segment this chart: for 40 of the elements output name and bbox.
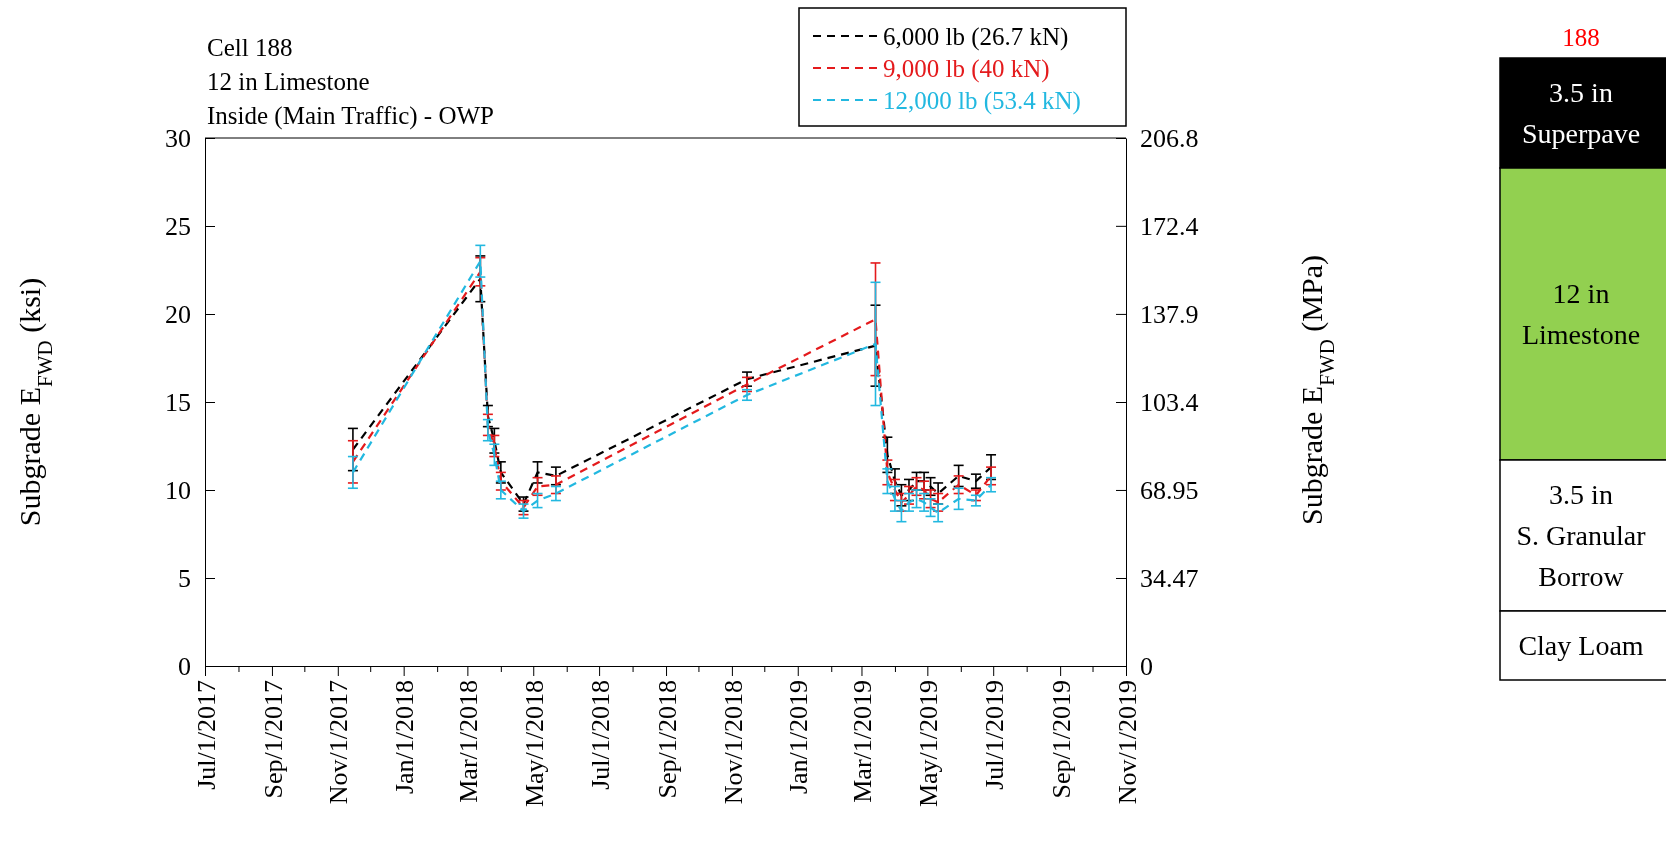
chart-subtitle: 12 in Limestone	[207, 68, 370, 95]
y2-tick-label: 34.47	[1140, 563, 1199, 593]
y-tick-label: 15	[165, 387, 191, 417]
x-tick-label: Jul/1/2019	[979, 680, 1009, 790]
x-tick-label: Sep/1/2019	[1046, 680, 1076, 799]
x-tick-label: Nov/1/2018	[718, 680, 748, 805]
category-label: 12 in Limestone	[1521, 277, 1641, 350]
x-tick-label: Mar/1/2019	[848, 680, 878, 803]
y-tick-label: 10	[165, 475, 191, 505]
x-tick-label: Nov/1/2019	[1112, 680, 1142, 805]
x-tick-label: Sep/1/2017	[258, 680, 288, 799]
category-label: 3.5 in Superpave	[1521, 76, 1641, 149]
x-tick-label: Jul/1/2017	[191, 680, 221, 790]
chart-title: Cell 188	[207, 34, 293, 61]
x-tick-label: Mar/1/2018	[453, 680, 483, 803]
y-tick-label: 5	[178, 563, 191, 593]
x-tick-label: Jan/1/2018	[390, 680, 420, 795]
category-label: 3.5 in S. Granular Borrow	[1516, 478, 1647, 592]
y2-tick-label: 0	[1140, 651, 1153, 681]
y2-tick-label: 137.9	[1140, 299, 1199, 329]
y2-tick-label: 206.8	[1140, 123, 1199, 153]
x-tick-label: Sep/1/2018	[652, 680, 682, 799]
legend-label: 6,000 lb (26.7 kN)	[883, 23, 1069, 51]
y-tick-label: 20	[165, 299, 191, 329]
legend-label: 12,000 lb (53.4 kN)	[883, 87, 1081, 115]
category-label: Clay Loam	[1518, 629, 1644, 661]
text: 188	[1562, 24, 1600, 51]
text: Inside (Main Traffic) - OWP	[207, 102, 494, 130]
x-tick-label: Jan/1/2019	[784, 680, 814, 795]
y-tick-label: 30	[165, 123, 191, 153]
y2-tick-label: 68.95	[1140, 475, 1199, 505]
y2-tick-label: 172.4	[1140, 211, 1199, 241]
legend-label: 9,000 lb (40 kN)	[883, 55, 1050, 83]
x-tick-label: May/1/2018	[519, 680, 549, 808]
x-tick-label: Jul/1/2018	[585, 680, 615, 790]
y2-tick-label: 103.4	[1140, 387, 1199, 417]
y-tick-label: 25	[165, 211, 191, 241]
x-tick-label: May/1/2019	[913, 680, 943, 808]
y-tick-label: 0	[178, 651, 191, 681]
x-tick-label: Nov/1/2017	[324, 680, 354, 805]
